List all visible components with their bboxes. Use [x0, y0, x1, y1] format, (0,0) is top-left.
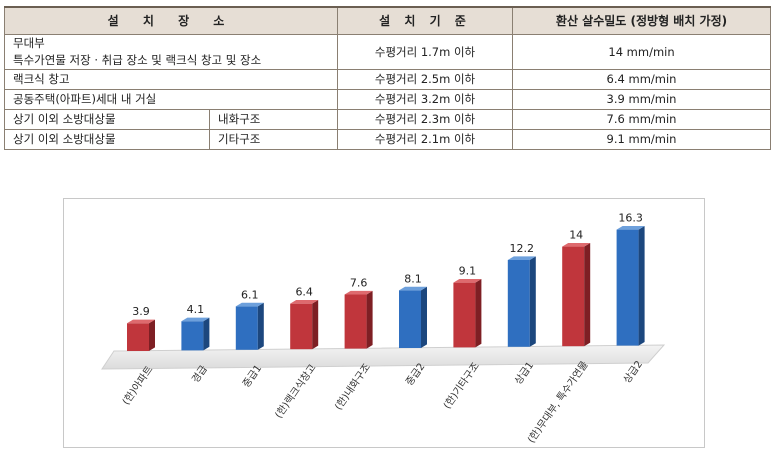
bar-top	[507, 256, 536, 260]
value-label: 8.1	[404, 272, 422, 285]
bar-top	[235, 302, 264, 307]
bar-side	[638, 226, 645, 346]
header-density: 환산 살수밀도 (정방형 배치 가정)	[512, 6, 772, 35]
density-cell: 3.9 mm/min	[512, 89, 772, 110]
category-label: (한)내화구조	[332, 361, 373, 412]
sprinkler-spec-table: 설 치 장 소 설 치 기 준 환산 살수밀도 (정방형 배치 가정) 무대부 …	[3, 6, 772, 150]
place-cell: 랙크식 창고	[3, 69, 339, 90]
value-label: 14	[569, 229, 583, 242]
bar	[235, 306, 258, 350]
bar-top	[399, 286, 427, 291]
bar-side	[421, 286, 427, 348]
header-standard: 설 치 기 준	[337, 6, 514, 35]
place-cell: 상기 이외 소방대상물	[4, 109, 210, 130]
sprinkler-spec-table-container: 설 치 장 소 설 치 기 준 환산 살수밀도 (정방형 배치 가정) 무대부 …	[3, 6, 772, 150]
value-label: 7.6	[350, 277, 368, 290]
bar	[181, 321, 204, 351]
density-cell: 9.1 mm/min	[512, 129, 772, 150]
category-label: (한)랙크식창고	[273, 362, 319, 421]
density-cell: 14 mm/min	[512, 34, 772, 70]
category-label: (한)아파트	[120, 364, 155, 407]
bar	[290, 303, 313, 350]
standard-cell: 수평거리 2.5m 이하	[337, 69, 514, 90]
value-label: 16.3	[618, 212, 643, 225]
value-label: 3.9	[132, 305, 150, 318]
density-bar-chart: 3.9 4.1 6.1 6.4 7.6 8.1 9.1 12.2 14 16.3 (한)아파트 경급…	[63, 198, 705, 448]
bar-top	[181, 317, 210, 322]
bar	[399, 290, 421, 348]
table-row: 랙크식 창고 수평거리 2.5m 이하 6.4 mm/min	[3, 69, 772, 90]
bar-side	[149, 319, 155, 351]
table-row: 공동주택(아파트)세대 내 거실 수평거리 3.2m 이하 3.9 mm/min	[3, 89, 772, 110]
bar	[507, 259, 530, 347]
category-label: (한)기타구조	[441, 360, 482, 411]
bar-top	[344, 290, 373, 295]
place-line: 특수가연물 저장 · 취급 장소 및 랙크식 창고 및 장소	[13, 53, 262, 67]
bar-side	[203, 317, 210, 351]
place-cell: 무대부 특수가연물 저장 · 취급 장소 및 랙크식 창고 및 장소	[3, 34, 339, 70]
standard-cell: 수평거리 2.1m 이하	[337, 129, 514, 150]
sub-structure-cell: 내화구조	[208, 109, 339, 130]
standard-cell: 수평거리 1.7m 이하	[337, 34, 514, 70]
bar-side	[312, 300, 319, 350]
density-cell: 7.6 mm/min	[512, 109, 772, 130]
bar	[344, 294, 367, 349]
bar-top	[127, 319, 155, 324]
bar-side	[475, 279, 482, 348]
value-label: 6.1	[241, 288, 258, 301]
bar-side	[529, 256, 536, 347]
value-label: 12.2	[510, 242, 535, 255]
bar	[453, 282, 476, 348]
header-place: 설 치 장 소	[3, 6, 339, 35]
table-row: 상기 이외 소방대상물 기타구조 수평거리 2.1m 이하 9.1 mm/min	[4, 129, 772, 150]
chart-floor	[101, 344, 666, 370]
bar-top	[290, 300, 319, 304]
bar-top	[562, 242, 591, 247]
standard-cell: 수평거리 3.2m 이하	[337, 89, 514, 110]
bar-side	[366, 290, 373, 349]
bar-group	[127, 226, 645, 351]
category-label-group: (한)아파트 경급 중급1 (한)랙크식창고 (한)내화구조 중급2 (한)기타구조 상급1(…	[120, 358, 645, 445]
bar-side	[257, 302, 264, 350]
value-label: 4.1	[187, 303, 205, 316]
place-cell: 공동주택(아파트)세대 내 거실	[3, 89, 339, 110]
table-row: 무대부 특수가연물 저장 · 취급 장소 및 랙크식 창고 및 장소 수평거리 …	[3, 34, 772, 70]
bar	[562, 246, 585, 347]
value-label-group: 3.9 4.1 6.1 6.4 7.6 8.1 9.1 12.2 14 16.3	[132, 212, 643, 319]
bar	[616, 229, 639, 346]
table-header-row: 설 치 장 소 설 치 기 준 환산 살수밀도 (정방형 배치 가정)	[3, 6, 772, 35]
density-cell: 6.4 mm/min	[512, 69, 772, 90]
bar-top	[453, 279, 482, 283]
value-label: 6.4	[295, 286, 313, 299]
place-cell: 상기 이외 소방대상물	[4, 129, 210, 150]
table-row: 상기 이외 소방대상물 내화구조 수평거리 2.3m 이하 7.6 mm/min	[4, 109, 772, 130]
value-label: 9.1	[459, 265, 477, 278]
bar	[127, 323, 149, 351]
category-label: (한)무대부, 특수가연물	[525, 359, 590, 445]
place-line: 무대부	[13, 36, 45, 50]
bar-top	[616, 226, 645, 230]
standard-cell: 수평거리 2.3m 이하	[337, 109, 514, 130]
bar-side	[584, 242, 591, 347]
sub-structure-cell: 기타구조	[208, 129, 339, 150]
